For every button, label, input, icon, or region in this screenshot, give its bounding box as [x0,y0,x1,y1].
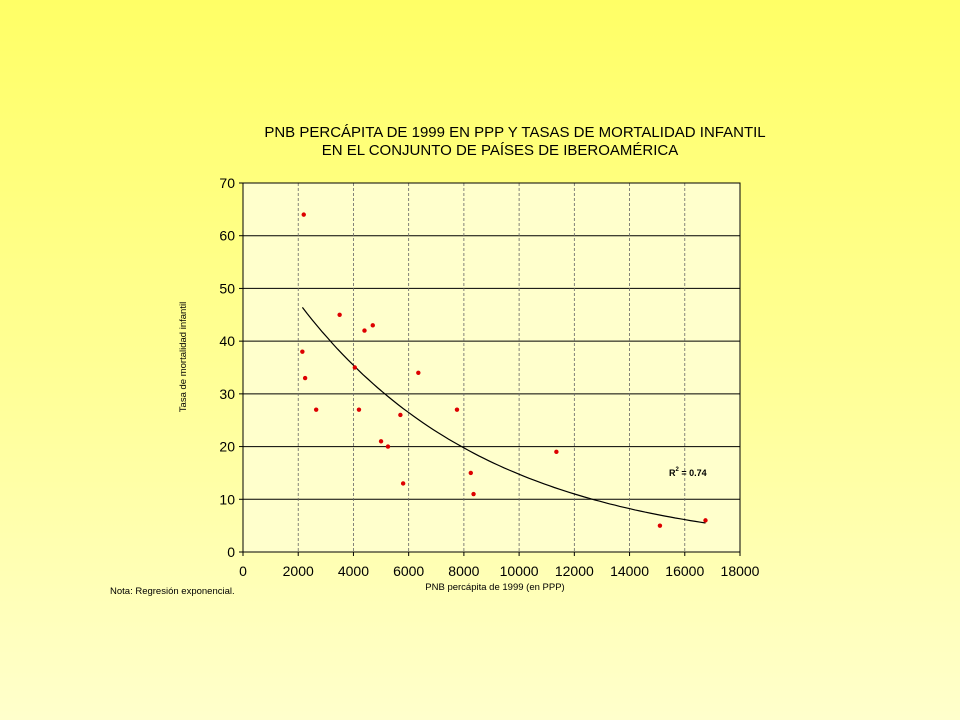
data-point [400,481,406,486]
x-tick-label: 8000 [448,563,479,579]
r-squared-label: R2 = 0.74 [669,467,707,478]
data-point [356,407,362,412]
data-points [300,212,708,528]
data-point [454,407,460,412]
x-tick-label: 18000 [721,563,760,579]
data-point [657,523,663,528]
x-tick-label: 16000 [665,563,704,579]
x-tick-label: 12000 [555,563,594,579]
data-point [471,491,476,497]
y-axis-title: Tasa de mortalidad infantil [178,302,189,412]
data-point [301,212,306,217]
chart-title-line-1: PNB PERCÁPITA DE 1999 EN PPP Y TASAS DE … [264,124,765,141]
chart-title-line-2: EN EL CONJUNTO DE PAÍSES DE IBEROAMÉRICA [322,142,678,159]
data-point [302,375,308,381]
data-point [398,412,403,418]
x-tick-label: 4000 [338,563,369,579]
y-tick-label: 50 [219,280,235,296]
y-tick-labels: 0 10 20 30 40 50 60 70 [219,175,243,560]
x-tick-label: 2000 [283,563,314,579]
x-tick-label: 14000 [610,563,649,579]
data-point [352,365,358,370]
data-point [385,444,391,449]
plot-area [243,183,740,552]
exponential-trendline [301,307,706,524]
x-tick-label: 6000 [393,563,424,579]
data-point [370,323,375,328]
data-point [362,328,367,333]
y-tick-label: 10 [219,491,235,507]
data-point [300,349,305,354]
r-squared-superscript: 2 [676,467,680,473]
data-point [313,407,319,412]
x-tick-label: 10000 [500,563,539,579]
x-tick-labels: 0 2000 4000 6000 8000 10000 12000 14000 16000 180… [239,552,760,579]
data-point [554,449,559,455]
r-squared-prefix: R [669,468,676,478]
r-squared-value: = 0.74 [679,468,707,478]
y-tick-label: 30 [219,386,235,402]
data-point [337,312,342,317]
y-tick-label: 40 [219,333,235,349]
y-tick-label: 20 [219,439,235,455]
regression-note: Nota: Regresión exponencial. [110,586,235,597]
y-tick-label: 60 [219,228,235,244]
grid [243,183,740,552]
data-point [468,470,473,476]
y-tick-label: 0 [227,544,235,560]
data-point [703,518,708,523]
x-axis-title: PNB percápita de 1999 (en PPP) [425,582,564,593]
plot-border [242,182,741,553]
data-point [416,370,421,375]
y-tick-label: 70 [219,175,235,191]
data-point [378,439,384,444]
x-tick-label: 0 [239,563,247,579]
